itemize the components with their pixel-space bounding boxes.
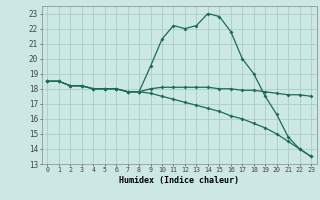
X-axis label: Humidex (Indice chaleur): Humidex (Indice chaleur) [119,176,239,185]
